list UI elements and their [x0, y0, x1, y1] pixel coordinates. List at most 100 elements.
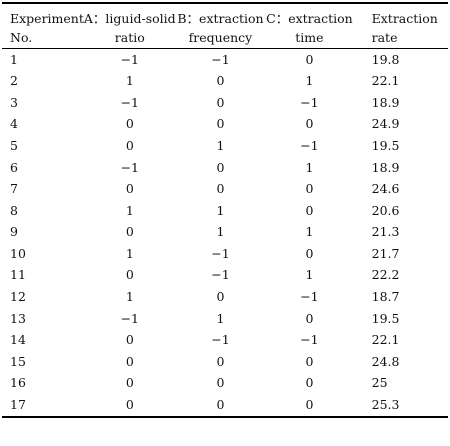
cell-extraction-rate: 25.3 [353, 394, 448, 419]
cell-extraction-rate: 18.9 [371, 94, 400, 110]
cell-extraction-rate: 21.7 [371, 245, 400, 261]
cell-extraction-rate: 19.5 [371, 310, 400, 326]
cell-a-ratio: 1 [125, 202, 134, 218]
cell-a-ratio: 1 [125, 245, 134, 261]
table-row: 6 −1 0 1 18.9 [2, 157, 448, 179]
cell-extraction-rate: 20.6 [371, 202, 400, 218]
cell-c-time: 0 [265, 394, 354, 419]
cell-experiment-no: 12 [10, 289, 26, 305]
cell-b-frequency: 1 [216, 310, 225, 326]
table-row: 11 0 −1 1 22.2 [2, 265, 448, 287]
cell-c-time: 0 [305, 202, 314, 218]
cell-b-frequency: 1 [216, 224, 225, 240]
header-a-liquid-solid: A：liguid-solid [83, 10, 176, 26]
cell-experiment-no: 9 [10, 224, 18, 240]
cell-b-frequency: 0 [175, 394, 266, 419]
cell-experiment-no: 14 [10, 332, 26, 348]
cell-a-ratio: 0 [125, 224, 134, 240]
cell-c-time: 0 [305, 181, 314, 197]
cell-c-time: 0 [305, 245, 314, 261]
cell-a-ratio: 1 [125, 73, 134, 89]
cell-extraction-rate: 22.1 [371, 73, 400, 89]
cell-a-ratio: 0 [125, 181, 134, 197]
cell-a-ratio: 1 [125, 289, 134, 305]
table-row: 2 1 0 1 22.1 [2, 71, 448, 93]
cell-extraction-rate: 25 [371, 375, 388, 391]
header-time: time [265, 28, 354, 49]
table-row: 15 0 0 0 24.8 [2, 351, 448, 373]
table-header: Experiment A：liguid-solid B：extraction C… [2, 3, 448, 49]
cell-a-ratio: −1 [120, 310, 139, 326]
cell-a-ratio: 0 [83, 394, 176, 419]
cell-experiment-no: 17 [2, 394, 84, 419]
header-extraction: Extraction [371, 10, 438, 26]
cell-b-frequency: 1 [216, 202, 225, 218]
cell-extraction-rate: 19.5 [371, 137, 400, 153]
cell-extraction-rate: 22.1 [371, 332, 400, 348]
cell-experiment-no: 1 [10, 51, 18, 67]
cell-b-frequency: 0 [216, 116, 225, 132]
table-row: 5 0 1 −1 19.5 [2, 135, 448, 157]
table-row: 16 0 0 0 25 [2, 373, 448, 395]
header-c-extraction: C：extraction [266, 10, 353, 26]
header-row-1: Experiment A：liguid-solid B：extraction C… [2, 3, 448, 28]
table-body: 1 −1 −1 0 19.8 2 1 0 1 22.1 3 −1 0 −1 18.9 4 0 0 0 24.9 5 0 1−… [2, 49, 448, 419]
cell-experiment-no: 2 [10, 73, 18, 89]
cell-c-time: 1 [305, 73, 314, 89]
cell-extraction-rate: 21.3 [371, 224, 400, 240]
cell-extraction-rate: 19.8 [371, 51, 400, 67]
experiment-table-container: Experiment A：liguid-solid B：extraction C… [2, 2, 448, 419]
cell-experiment-no: 16 [10, 375, 26, 391]
table-row: 17 0 0 0 25.3 [2, 394, 448, 419]
cell-b-frequency: 0 [216, 94, 225, 110]
header-no: No. [2, 28, 84, 49]
cell-b-frequency: 1 [216, 137, 225, 153]
cell-a-ratio: 0 [125, 116, 134, 132]
cell-a-ratio: 0 [125, 353, 134, 369]
header-ratio: ratio [83, 28, 176, 49]
cell-a-ratio: 0 [125, 137, 134, 153]
header-b-extraction: B：extraction [177, 10, 264, 26]
table-row: 10 1 −1 0 21.7 [2, 243, 448, 265]
header-row-2: No. ratio frequency time rate [2, 28, 448, 49]
cell-experiment-no: 5 [10, 137, 18, 153]
cell-experiment-no: 8 [10, 202, 18, 218]
cell-a-ratio: −1 [120, 159, 139, 175]
cell-b-frequency: 0 [216, 375, 225, 391]
cell-experiment-no: 6 [10, 159, 18, 175]
table-row: 3 −1 0 −1 18.9 [2, 92, 448, 114]
cell-a-ratio: 0 [125, 375, 134, 391]
table-row: 1 −1 −1 0 19.8 [2, 49, 448, 71]
cell-b-frequency: 0 [216, 73, 225, 89]
cell-c-time: −1 [300, 137, 319, 153]
cell-c-time: −1 [300, 94, 319, 110]
header-frequency: frequency [175, 28, 266, 49]
cell-c-time: −1 [300, 289, 319, 305]
cell-c-time: 0 [305, 116, 314, 132]
cell-b-frequency: −1 [211, 51, 230, 67]
cell-experiment-no: 13 [10, 310, 26, 326]
cell-b-frequency: 0 [216, 159, 225, 175]
cell-b-frequency: −1 [211, 267, 230, 283]
cell-experiment-no: 10 [10, 245, 26, 261]
cell-c-time: −1 [300, 332, 319, 348]
cell-c-time: 1 [305, 159, 314, 175]
cell-c-time: 0 [305, 353, 314, 369]
cell-a-ratio: −1 [120, 94, 139, 110]
table-row: 14 0 −1 −1 22.1 [2, 330, 448, 352]
table-row: 7 0 0 0 24.6 [2, 179, 448, 201]
cell-experiment-no: 15 [10, 353, 26, 369]
cell-extraction-rate: 18.9 [371, 159, 400, 175]
cell-c-time: 1 [305, 267, 314, 283]
cell-experiment-no: 4 [10, 116, 18, 132]
cell-a-ratio: 0 [125, 332, 134, 348]
cell-extraction-rate: 24.6 [371, 181, 400, 197]
table-row: 12 1 0 −1 18.7 [2, 287, 448, 309]
cell-b-frequency: 0 [216, 289, 225, 305]
table-row: 9 0 1 1 21.3 [2, 222, 448, 244]
cell-c-time: 0 [305, 310, 314, 326]
table-row: 8 1 1 0 20.6 [2, 200, 448, 222]
table-row: 13 −1 1 0 19.5 [2, 308, 448, 330]
cell-c-time: 0 [305, 51, 314, 67]
cell-extraction-rate: 22.2 [371, 267, 400, 283]
